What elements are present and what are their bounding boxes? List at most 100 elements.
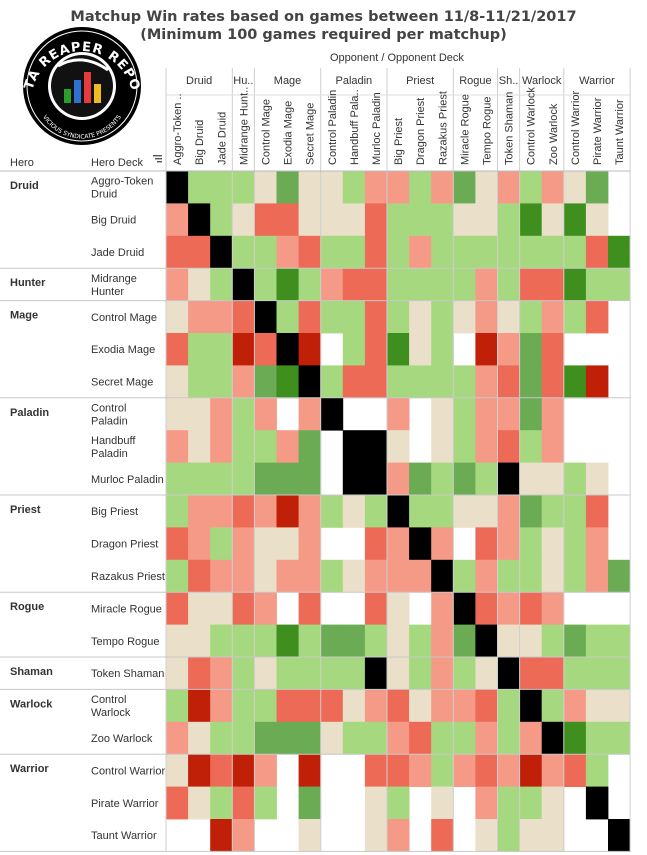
heatmap-cell [320, 300, 344, 334]
heatmap-cell [210, 592, 233, 625]
heatmap-cell [210, 300, 233, 334]
heatmap-cell [387, 657, 410, 690]
opponent-class-label: Hu.. [233, 75, 253, 87]
heatmap-cell [364, 462, 388, 496]
heatmap-cell [387, 300, 410, 334]
heatmap-cell [409, 754, 432, 787]
heatmap-cell [453, 235, 476, 269]
heatmap-cell [475, 592, 498, 625]
heatmap-cell [298, 300, 322, 334]
heatmap-cell [453, 203, 476, 237]
heatmap-cell [254, 462, 277, 496]
heatmap-cell [210, 430, 233, 463]
heatmap-cell [166, 333, 189, 366]
hero-label-mage: Mage [10, 310, 38, 322]
heatmap-cell [232, 495, 255, 528]
heatmap-cell [298, 495, 322, 528]
heatmap-cell [431, 365, 454, 399]
heatmap-cell [232, 689, 255, 723]
heatmap-cell [232, 333, 255, 366]
heatmap-cell [608, 657, 631, 690]
heatmap-cell [541, 819, 565, 852]
heatmap-cell [342, 268, 366, 301]
opponent-class-label: Priest [406, 75, 434, 87]
heatmap-cell [431, 689, 454, 723]
heatmap-cell [166, 430, 189, 463]
heatmap-cell [166, 171, 189, 204]
heatmap-cell [585, 495, 609, 528]
opponent-deck-label-control-warrior: Control Warrior [570, 91, 582, 165]
heatmap-cell [276, 721, 299, 755]
heatmap-cell [608, 689, 631, 723]
heatmap-cell [409, 527, 432, 561]
opponent-deck-label-pirate-warrior: Pirate Warrior [592, 97, 604, 165]
heatmap-cell [453, 365, 476, 399]
heatmap-cell [453, 721, 476, 755]
heatmap-cell [475, 624, 498, 658]
opponent-deck-label-big-priest: Big Priest [393, 118, 405, 165]
heatmap-cell [541, 203, 565, 237]
heatmap-cell [475, 495, 498, 528]
opponent-deck-label-zoo-warlock: Zoo Warlock [548, 103, 560, 165]
heatmap-cell [563, 721, 587, 755]
heatmap-cell [320, 721, 344, 755]
opponent-class-label: Rogue [459, 75, 491, 87]
opponent-deck-label-taunt-warrior: Taunt Warrior [614, 99, 626, 165]
heatmap-cell [497, 527, 520, 561]
heatmap-cell [188, 527, 211, 561]
heatmap-cell [276, 333, 299, 366]
heatmap-cell [519, 430, 543, 463]
heatmap-cell [166, 721, 189, 755]
heatmap-cell [232, 300, 255, 334]
heatmap-cell [254, 333, 277, 366]
heatmap-cell [475, 527, 498, 561]
heatmap-cell [188, 268, 211, 301]
heatmap-cell [320, 495, 344, 528]
opponent-class-label: Druid [186, 75, 212, 87]
heatmap-cell [254, 721, 277, 755]
heatmap-cell [232, 527, 255, 561]
heatmap-cell [541, 397, 565, 431]
heatmap-cell [497, 592, 520, 625]
heatmap-cell [431, 754, 454, 787]
heatmap-cell [232, 397, 255, 431]
heatmap-cell [497, 754, 520, 787]
heatmap-cell [453, 430, 476, 463]
heatmap-cell [453, 592, 476, 625]
heatmap-cell [298, 430, 322, 463]
heatmap-cell [342, 203, 366, 237]
heatmap-cell [453, 559, 476, 593]
heatmap-cell [232, 171, 255, 204]
heatmap-cell [254, 527, 277, 561]
heatmap-cell [232, 430, 255, 463]
heatmap-cell [188, 721, 211, 755]
heatmap-cell [585, 754, 609, 787]
heatmap-cell [387, 689, 410, 723]
heatmap-cell [497, 657, 520, 690]
heatmap-cell [210, 819, 233, 852]
heatmap-cell [166, 786, 189, 820]
heatmap-cell [298, 721, 322, 755]
heatmap-cell [342, 235, 366, 269]
heatmap-cell [563, 559, 587, 593]
heatmap-cell [298, 397, 322, 431]
hero-deck-label-midrange-hunter: Midrange Hunter [91, 273, 137, 298]
heatmap-cell [608, 721, 631, 755]
heatmap-cell [298, 235, 322, 269]
hero-deck-label-handbuff-paladin: Handbuff Paladin [91, 435, 136, 460]
heatmap-cell [276, 624, 299, 658]
heatmap-cell [409, 624, 432, 658]
heatmap-cell [431, 495, 454, 528]
heatmap-cell [387, 495, 410, 528]
heatmap-cell [453, 657, 476, 690]
heatmap-cell [519, 203, 543, 237]
heatmap-cell [166, 657, 189, 690]
heatmap-cell [298, 333, 322, 366]
heatmap-cell [254, 657, 277, 690]
heatmap-cell [342, 495, 366, 528]
heatmap-cell [364, 365, 388, 399]
heatmap-cell [431, 819, 454, 852]
sort-icon[interactable] [153, 155, 162, 163]
heatmap-cell [254, 235, 277, 269]
heatmap-cell [585, 689, 609, 723]
